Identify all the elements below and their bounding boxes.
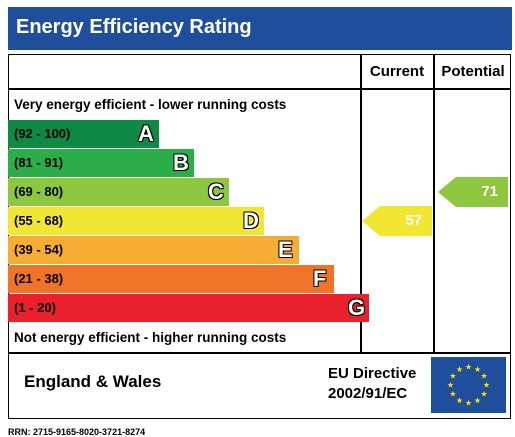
band-a: (92 - 100) A xyxy=(8,120,159,148)
eu-flag-star xyxy=(481,372,488,379)
column-header-potential: Potential xyxy=(441,63,505,80)
eu-directive-line2: 2002/91/EC xyxy=(328,385,408,402)
band-c: (69 - 80) C xyxy=(8,178,229,206)
band-letter-label: E xyxy=(278,237,293,262)
reference-number: RRN: 2715-9165-8020-3721-8274 xyxy=(8,427,146,437)
current-rating-arrow: 57 xyxy=(362,206,432,236)
potential-rating-value: 71 xyxy=(481,183,498,200)
band-range-label: (55 - 68) xyxy=(14,213,64,228)
band-letter-label: F xyxy=(313,266,327,291)
band-f: (21 - 38) F xyxy=(8,265,334,293)
footer-divider xyxy=(8,352,511,354)
band-range-label: (92 - 100) xyxy=(14,126,71,141)
top-caption: Very energy efficient - lower running co… xyxy=(14,97,287,112)
band-b: (81 - 91) B xyxy=(8,149,194,177)
band-letter-label: B xyxy=(173,150,189,175)
eu-flag-star xyxy=(481,390,488,397)
band-range-label: (69 - 80) xyxy=(14,184,64,199)
band-letter-label: G xyxy=(348,295,366,320)
eu-flag-star xyxy=(465,399,472,406)
page-title: Energy Efficiency Rating xyxy=(8,7,512,50)
eu-directive-line1: EU Directive xyxy=(328,365,417,382)
eu-flag-star xyxy=(465,363,472,370)
band-range-label: (81 - 91) xyxy=(14,155,64,170)
band-d: (55 - 68) D xyxy=(8,207,264,235)
header-divider xyxy=(8,88,511,90)
current-arrow-shape xyxy=(362,206,432,236)
column-divider-potential xyxy=(433,54,435,353)
band-range-label: (39 - 54) xyxy=(14,242,64,257)
band-letter-label: C xyxy=(208,179,224,204)
potential-rating-arrow: 71 xyxy=(438,177,508,207)
band-range-label: (1 - 20) xyxy=(14,300,56,315)
current-rating-value: 57 xyxy=(405,212,422,229)
eu-flag-star xyxy=(456,366,463,372)
eu-flag-star xyxy=(449,372,456,379)
band-letter-label: A xyxy=(138,121,154,146)
region-label: England & Wales xyxy=(24,372,162,391)
eu-flag-star xyxy=(474,397,481,404)
eu-flag-star xyxy=(449,390,456,397)
band-g: (1 - 20) G xyxy=(8,294,369,322)
column-divider-current xyxy=(360,54,362,353)
bottom-caption: Not energy efficient - higher running co… xyxy=(14,330,287,345)
band-e: (39 - 54) E xyxy=(8,236,299,264)
eu-flag-star xyxy=(456,397,463,404)
eu-directive: EU Directive 2002/91/EC xyxy=(328,364,416,404)
potential-arrow-shape xyxy=(438,177,508,207)
eu-flag-star xyxy=(474,366,481,372)
band-range-label: (21 - 38) xyxy=(14,271,64,286)
column-header-current: Current xyxy=(369,63,425,80)
eu-flag-star xyxy=(483,381,490,388)
eu-flag-star xyxy=(447,381,454,388)
eu-flag-icon xyxy=(431,357,506,413)
band-letter-label: D xyxy=(243,208,259,233)
